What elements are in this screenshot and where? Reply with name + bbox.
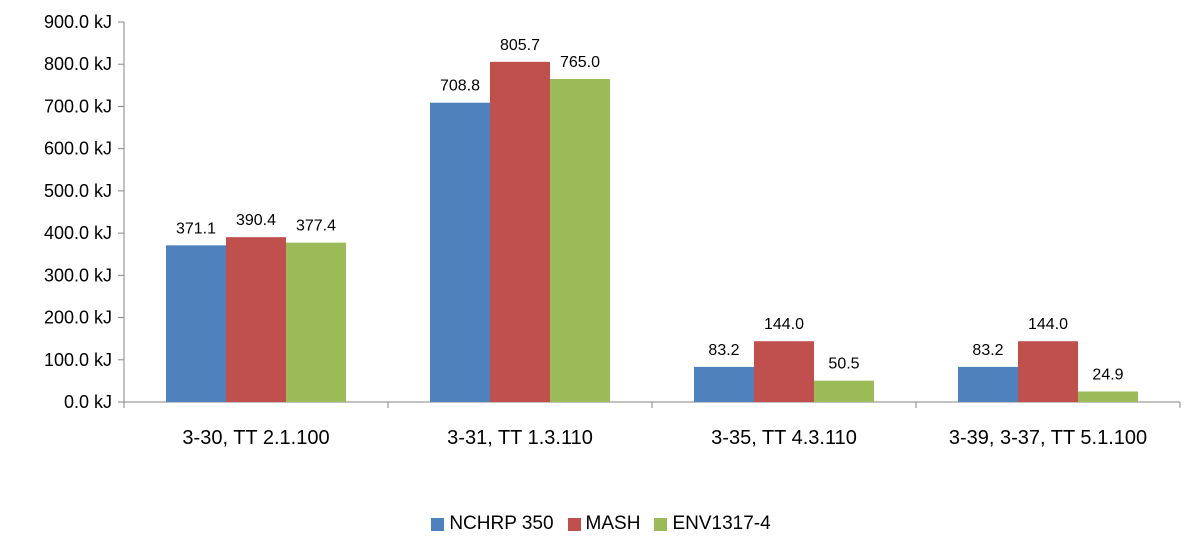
legend-swatch-series-1 [567,517,581,531]
data-label: 83.2 [972,342,1003,359]
bar [1018,341,1078,402]
x-tick-label: 3-39, 3-37, TT 5.1.100 [949,427,1147,449]
data-label: 24.9 [1092,366,1123,383]
bar [814,380,874,402]
bar [958,366,1018,402]
bar [286,242,346,402]
bar [490,61,550,403]
legend-swatch-series-2 [654,517,668,531]
legend-swatch-series-0 [431,517,445,531]
legend-item-series-0: NCHRP 350 [431,513,554,535]
data-label: 390.4 [236,212,276,229]
y-tick-label: 400.0 kJ [44,223,112,243]
bar [550,79,610,402]
y-tick-label: 800.0 kJ [44,54,112,74]
legend-label-series-2: ENV1317-4 [672,513,771,534]
x-tick-label: 3-30, TT 2.1.100 [182,427,329,449]
data-label: 371.1 [176,220,216,237]
data-label: 805.7 [500,37,540,54]
data-label: 144.0 [764,316,804,333]
data-label: 144.0 [1028,316,1068,333]
y-tick-label: 500.0 kJ [44,181,112,201]
y-tick-label: 300.0 kJ [44,265,112,285]
bar [1078,391,1138,402]
x-tick-label: 3-31, TT 1.3.110 [447,427,593,449]
y-tick-label: 100.0 kJ [44,350,112,370]
bar [430,102,490,403]
legend-label-series-1: MASH [585,513,641,534]
bar [166,245,226,402]
data-label: 765.0 [560,54,600,71]
data-label: 377.4 [296,218,336,235]
legend-item-series-2: ENV1317-4 [654,513,771,535]
legend-item-series-1: MASH [567,513,641,535]
data-label: 50.5 [828,356,859,373]
x-tick-label: 3-35, TT 4.3.110 [711,427,857,449]
bar [754,341,814,402]
legend-label-series-0: NCHRP 350 [449,513,554,534]
y-tick-label: 600.0 kJ [44,139,112,159]
data-label: 708.8 [440,78,480,95]
y-tick-label: 0.0 kJ [64,392,112,412]
y-tick-label: 700.0 kJ [44,96,112,116]
bar-chart-plot: 0.0 kJ 100.0 kJ 200.0 kJ 300.0 kJ 400.0 kJ 50… [44,12,1181,449]
bar [226,237,286,402]
data-label: 83.2 [708,342,739,359]
chart-legend: NCHRP 350 MASH ENV1317-4 [0,510,1202,538]
bar [694,366,754,402]
y-tick-label: 200.0 kJ [44,308,112,328]
y-tick-label: 900.0 kJ [44,12,112,32]
